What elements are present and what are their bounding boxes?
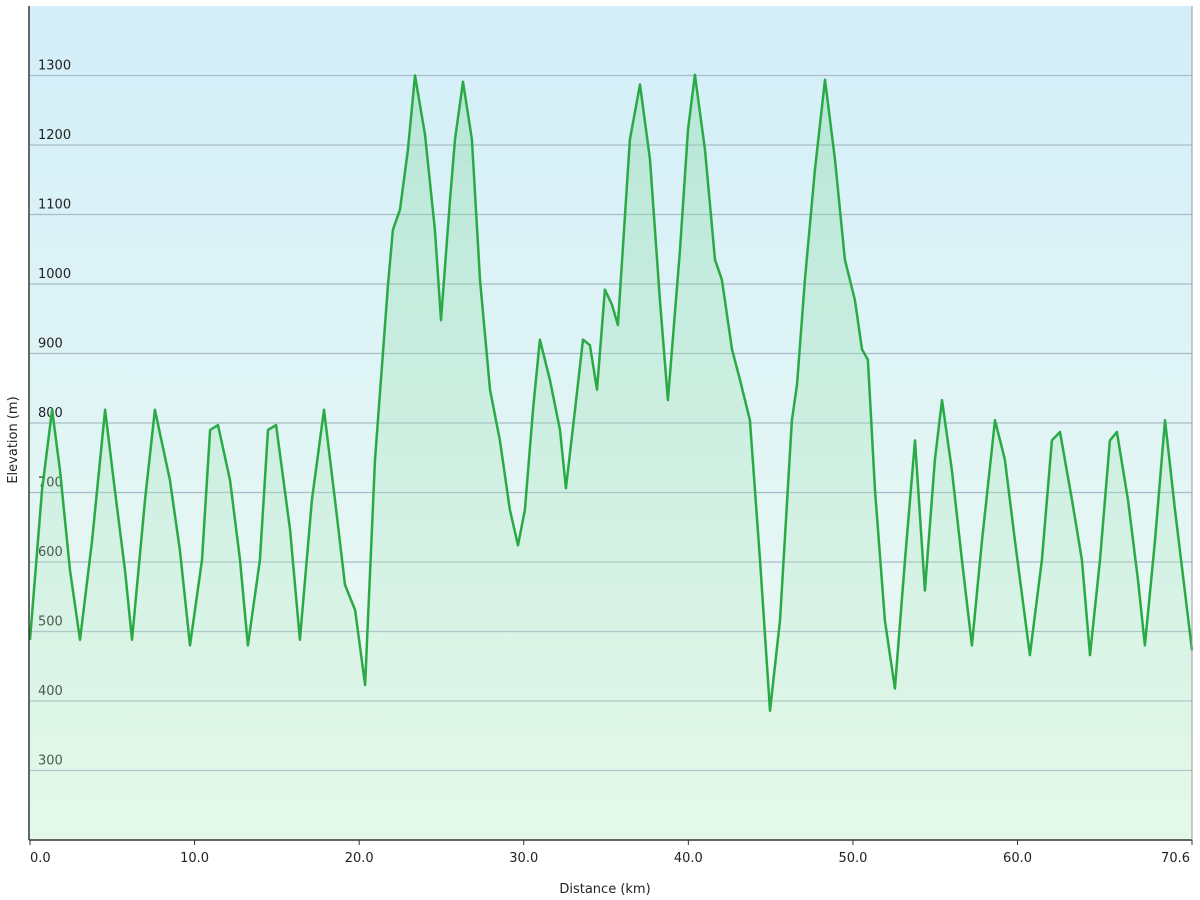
x-tick-label: 60.0 xyxy=(1003,851,1032,866)
y-tick-label: 1200 xyxy=(38,128,71,143)
x-tick-label: 40.0 xyxy=(674,851,703,866)
x-tick-label: 0.0 xyxy=(30,851,51,866)
x-tick-label: 50.0 xyxy=(838,851,867,866)
y-tick-label: 1300 xyxy=(38,59,71,74)
area-fill xyxy=(30,74,1192,841)
y-tick-label: 900 xyxy=(38,337,63,352)
y-tick-label: 1100 xyxy=(38,198,71,213)
x-tick-label: 10.0 xyxy=(180,851,209,866)
y-tick-label: 1000 xyxy=(38,267,71,282)
y-axis-title: Elevation (m) xyxy=(6,396,21,483)
x-tick-label: 30.0 xyxy=(509,851,538,866)
x-tick-label: 70.6 xyxy=(1161,851,1190,866)
elevation-line xyxy=(28,73,1194,712)
x-axis-title: Distance (km) xyxy=(559,882,650,897)
x-tick-label: 20.0 xyxy=(345,851,374,866)
